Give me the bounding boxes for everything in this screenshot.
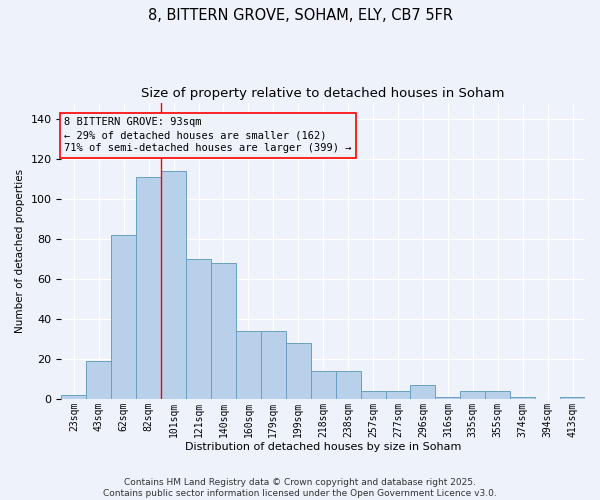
Bar: [111, 235, 136, 399]
Bar: [161, 171, 186, 399]
X-axis label: Distribution of detached houses by size in Soham: Distribution of detached houses by size …: [185, 442, 461, 452]
Bar: [86, 361, 111, 399]
Bar: [386, 391, 410, 399]
Bar: [311, 371, 335, 399]
Bar: [485, 391, 510, 399]
Bar: [236, 331, 261, 399]
Text: Contains HM Land Registry data © Crown copyright and database right 2025.
Contai: Contains HM Land Registry data © Crown c…: [103, 478, 497, 498]
Bar: [186, 259, 211, 399]
Text: 8, BITTERN GROVE, SOHAM, ELY, CB7 5FR: 8, BITTERN GROVE, SOHAM, ELY, CB7 5FR: [148, 8, 452, 22]
Title: Size of property relative to detached houses in Soham: Size of property relative to detached ho…: [142, 88, 505, 101]
Y-axis label: Number of detached properties: Number of detached properties: [15, 169, 25, 333]
Bar: [211, 263, 236, 399]
Bar: [460, 391, 485, 399]
Text: 8 BITTERN GROVE: 93sqm
← 29% of detached houses are smaller (162)
71% of semi-de: 8 BITTERN GROVE: 93sqm ← 29% of detached…: [64, 117, 352, 154]
Bar: [436, 397, 460, 399]
Bar: [136, 177, 161, 399]
Bar: [410, 385, 436, 399]
Bar: [510, 397, 535, 399]
Bar: [361, 391, 386, 399]
Bar: [261, 331, 286, 399]
Bar: [61, 395, 86, 399]
Bar: [560, 397, 585, 399]
Bar: [286, 343, 311, 399]
Bar: [335, 371, 361, 399]
